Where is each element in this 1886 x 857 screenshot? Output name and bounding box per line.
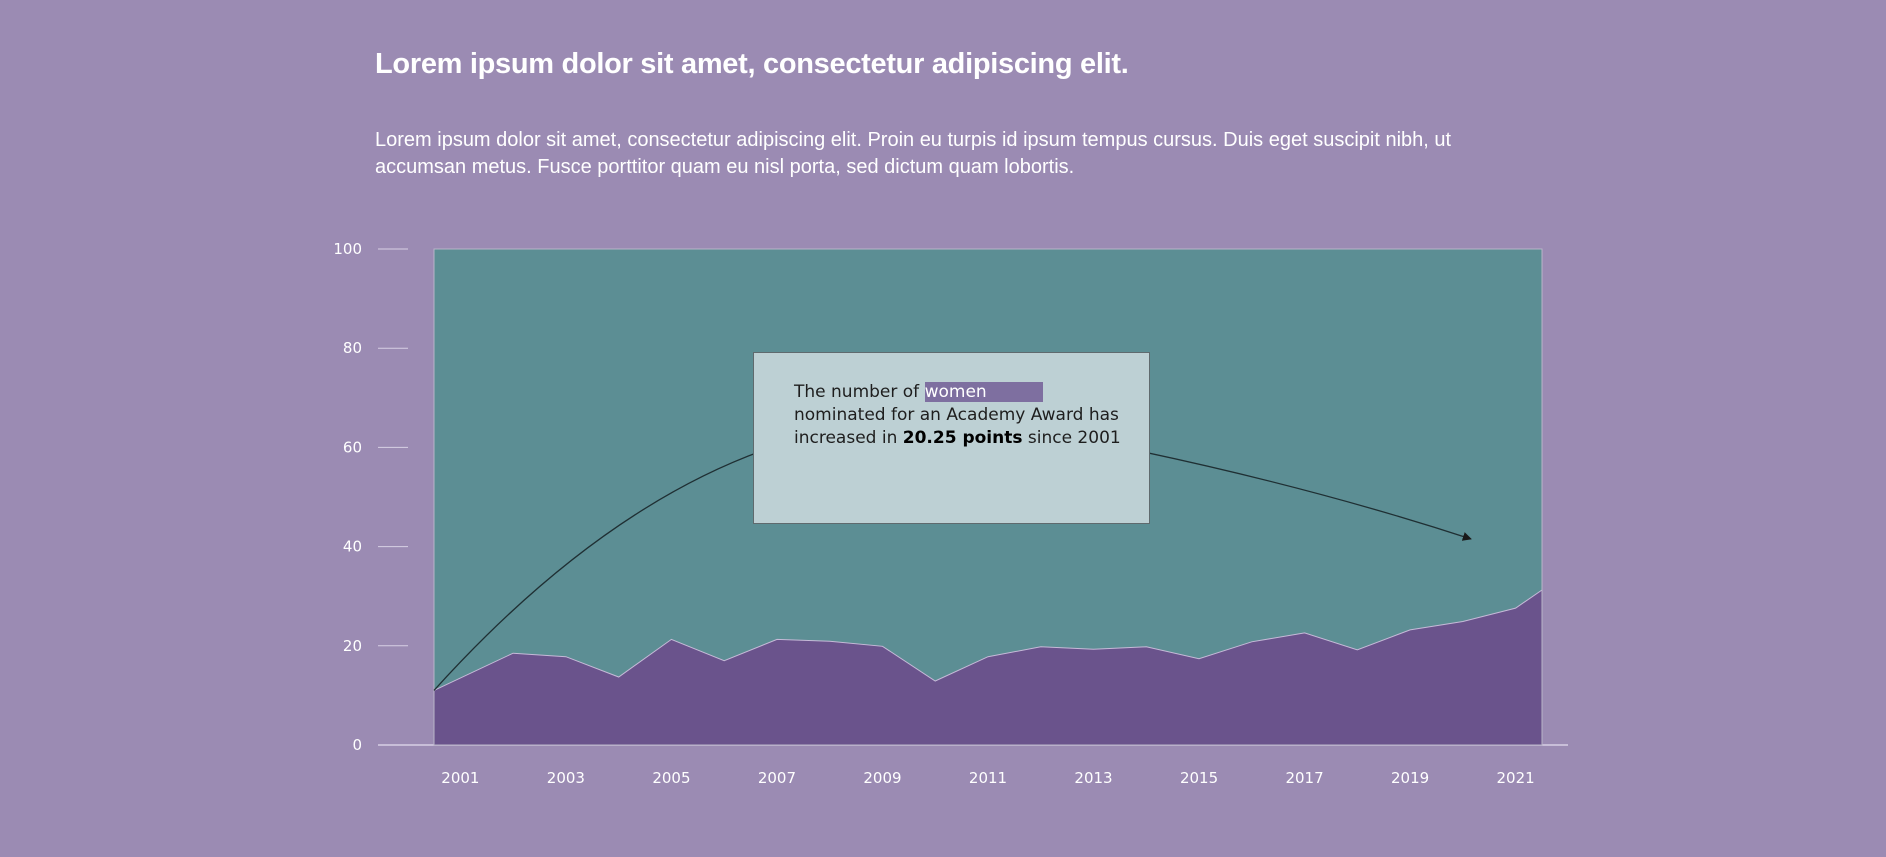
annotation-middle: nominated for an Academy Award has incre… [794, 405, 1119, 448]
x-tick-label: 2005 [652, 769, 690, 787]
page-title: Lorem ipsum dolor sit amet, consectetur … [375, 48, 1129, 80]
x-tick-label: 2007 [758, 769, 796, 787]
plot-frame [433, 248, 1543, 746]
annotation-text: The number of women nominated for an Aca… [794, 381, 1124, 450]
annotation-prefix: The number of [794, 382, 925, 402]
y-tick-label: 100 [333, 240, 362, 258]
x-tick-label: 2011 [969, 769, 1007, 787]
women-area [434, 590, 1542, 745]
y-tick-label: 40 [343, 538, 362, 556]
page-subtitle: Lorem ipsum dolor sit amet, consectetur … [375, 129, 1452, 178]
x-tick-label: 2015 [1180, 769, 1218, 787]
y-tick-label: 80 [343, 339, 362, 357]
x-tick-label: 2009 [863, 769, 901, 787]
annotation-box: The number of women nominated for an Aca… [753, 352, 1150, 524]
y-tick-label: 0 [352, 736, 362, 754]
annotation-suffix: since 2001 [1022, 428, 1121, 448]
x-tick-label: 2017 [1285, 769, 1323, 787]
annotation-highlight: women [924, 382, 1043, 402]
x-tick-label: 2019 [1391, 769, 1429, 787]
women-boundary-line [433, 589, 1543, 691]
y-axis: 0 20 40 60 80 100 [333, 240, 408, 754]
x-tick-label: 2013 [1074, 769, 1112, 787]
x-tick-label: 2003 [547, 769, 585, 787]
x-tick-label: 2001 [441, 769, 479, 787]
x-tick-label: 2021 [1497, 769, 1535, 787]
y-tick-label: 60 [343, 438, 362, 456]
y-tick-label: 20 [343, 637, 362, 655]
annotation-strong: 20.25 points [902, 428, 1023, 448]
